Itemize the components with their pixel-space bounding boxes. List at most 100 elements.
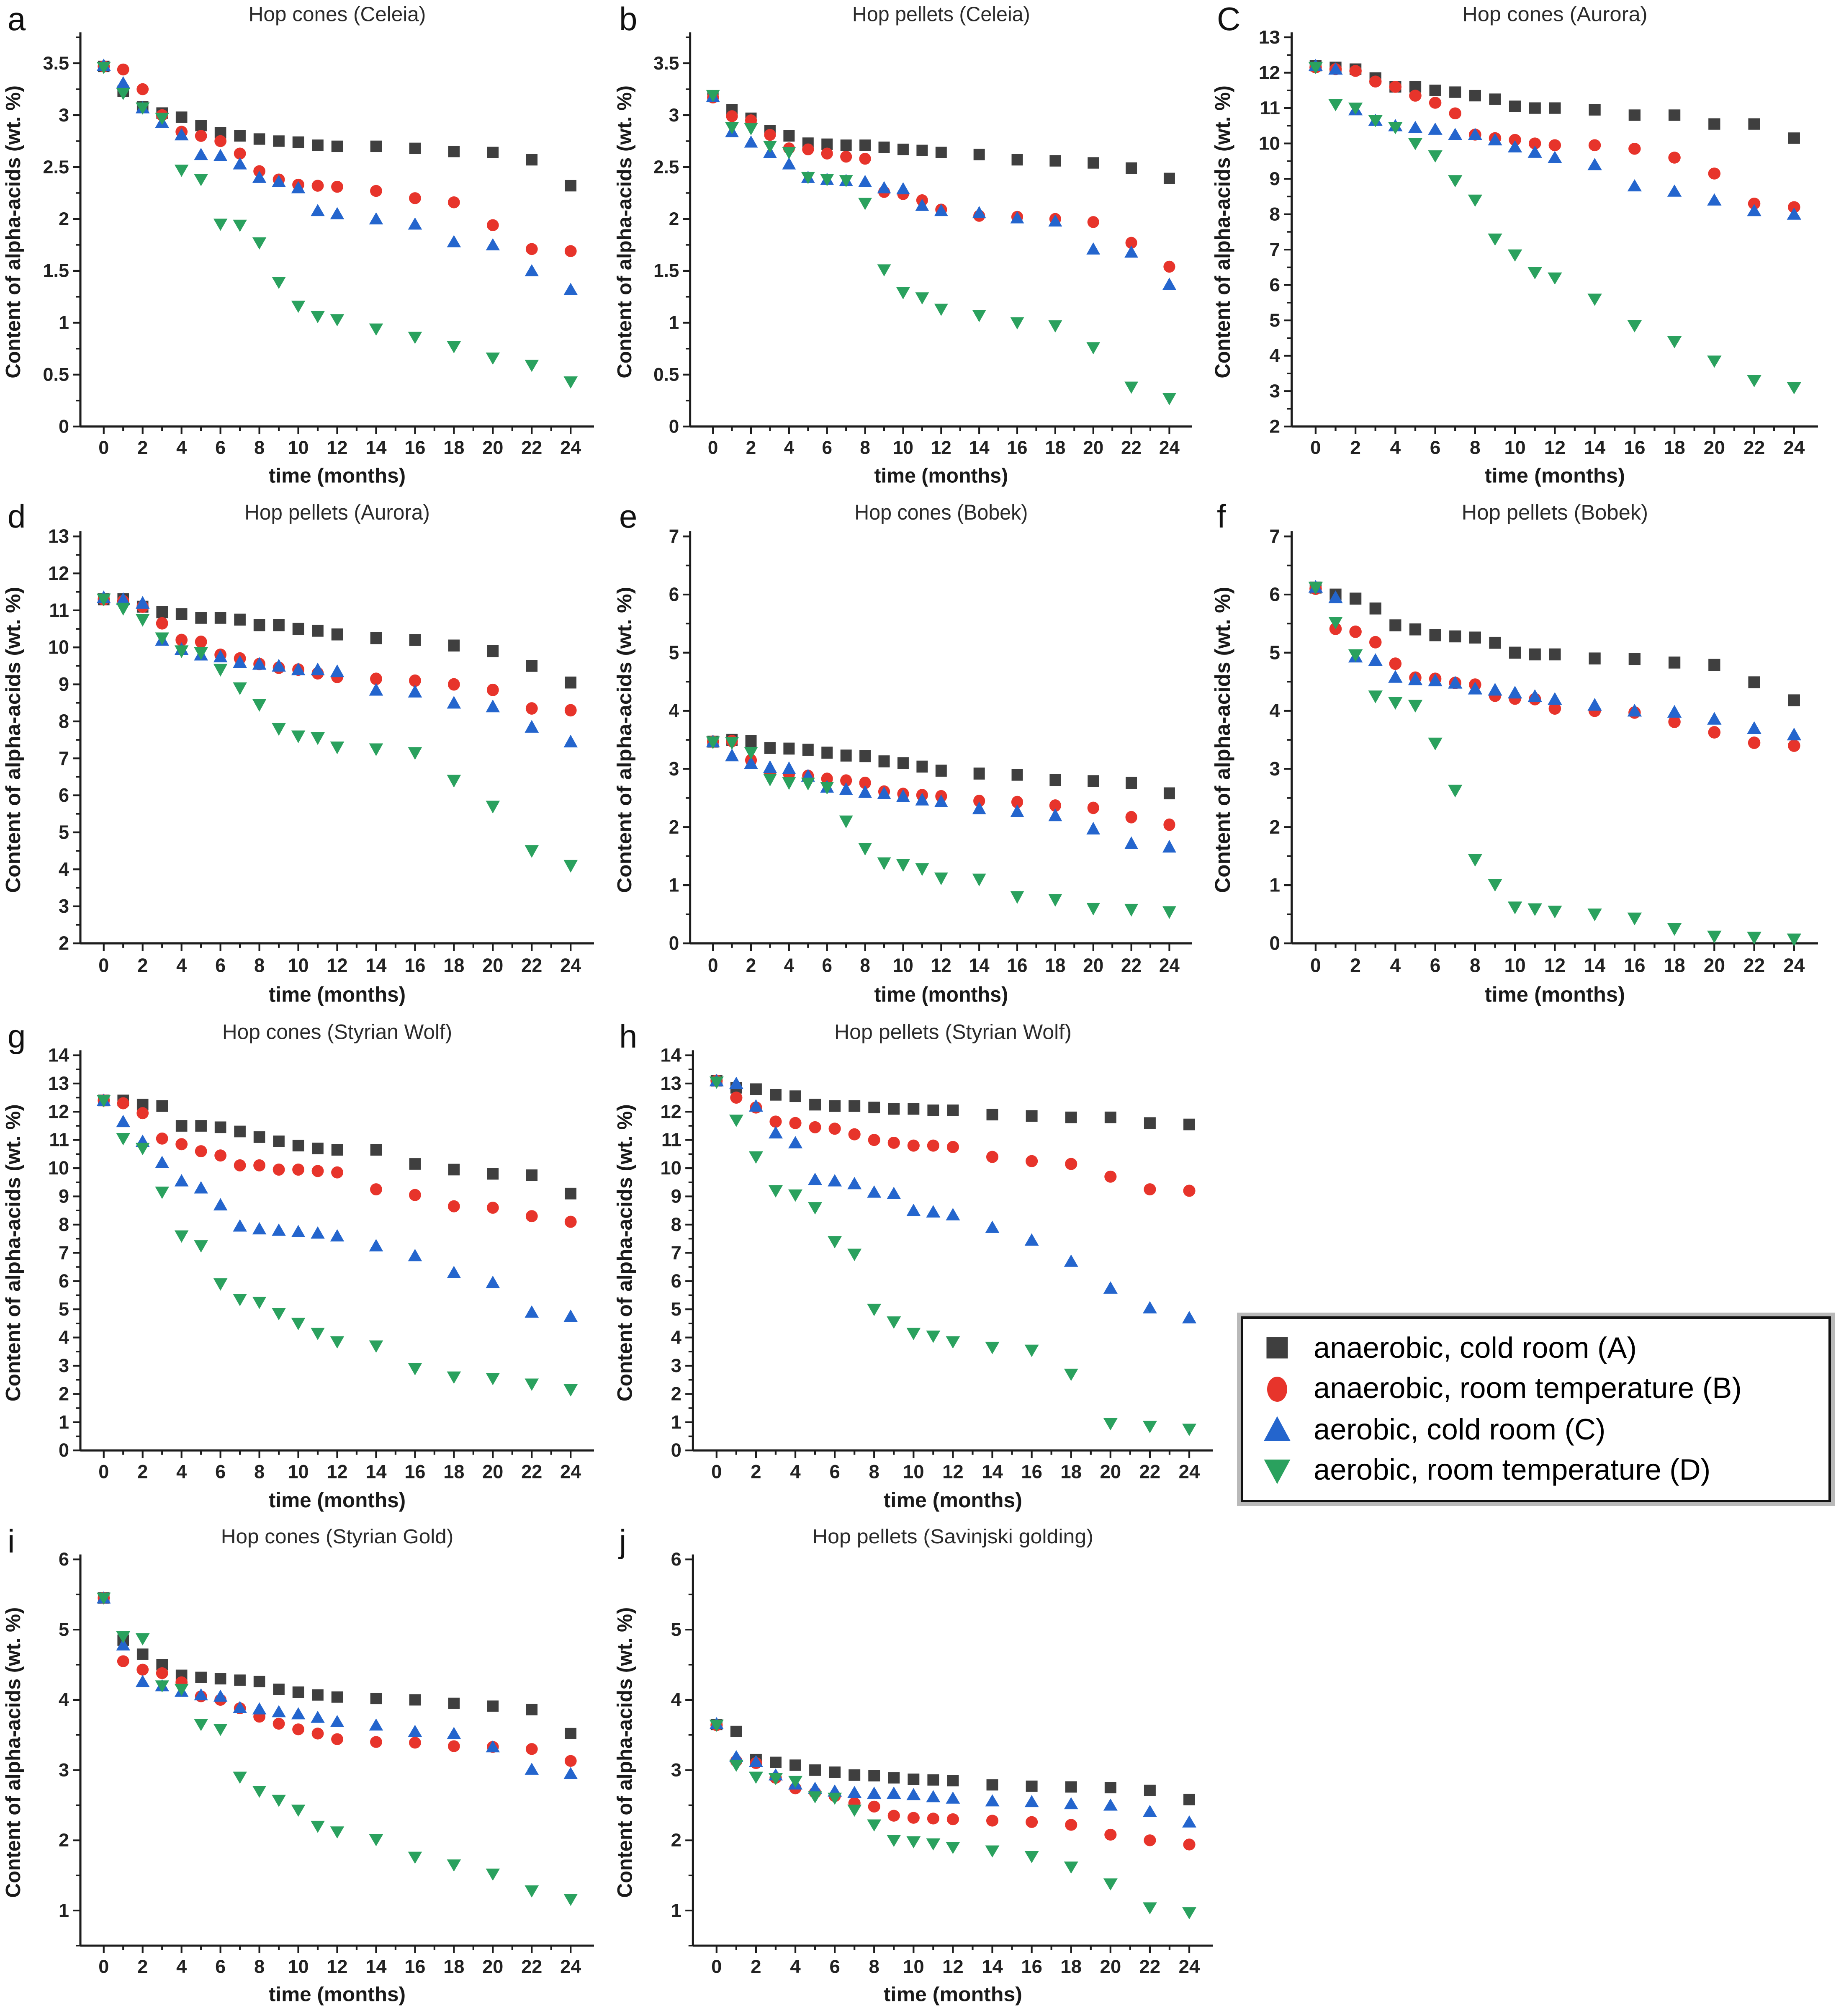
x-axis-label: time (months) (269, 1488, 406, 1512)
series-C (706, 90, 1176, 290)
series-B (707, 91, 1175, 273)
series-D (1308, 582, 1802, 947)
data-point (234, 613, 246, 626)
data-point (116, 602, 131, 616)
y-tick-label: 3.5 (43, 53, 69, 74)
x-tick-label: 24 (1159, 954, 1180, 976)
data-point (1104, 1782, 1116, 1794)
data-point (291, 1225, 306, 1238)
data-point (330, 1826, 345, 1839)
y-tick-label: 2 (1269, 816, 1280, 838)
series-B (1309, 582, 1800, 752)
data-point (1548, 151, 1562, 163)
data-point (563, 1894, 578, 1906)
data-point (1126, 777, 1137, 789)
data-point (1349, 592, 1362, 605)
legend-label: anaerobic, room temperature (B) (1314, 1372, 1742, 1405)
y-tick-label: 12 (48, 562, 69, 584)
data-point (1065, 1819, 1077, 1831)
data-point (1369, 602, 1381, 615)
data-point (330, 1229, 345, 1242)
data-point (370, 1144, 382, 1156)
data-point (985, 1845, 1000, 1858)
data-point (1328, 590, 1343, 603)
data-point (849, 1100, 861, 1112)
data-point (312, 625, 324, 637)
data-point (370, 185, 382, 197)
data-point (563, 1767, 578, 1779)
series-D (96, 593, 578, 873)
panel-d-chart: Hop pellets (Aurora)0 2 4 6 8 10 12 14 16 18 20 22 2… (1, 500, 594, 1007)
data-point (1667, 184, 1682, 197)
data-point (1627, 320, 1642, 332)
data-point (1747, 932, 1761, 945)
x-tick-label: 10 (288, 1461, 309, 1482)
data-point (292, 1163, 304, 1176)
series-A (1309, 582, 1800, 706)
data-point (878, 755, 890, 767)
data-point (946, 1813, 959, 1825)
data-point (525, 360, 539, 372)
data-point (1162, 906, 1176, 919)
series-C (709, 1074, 1197, 1323)
data-point (768, 1126, 783, 1139)
data-point (1708, 118, 1720, 130)
x-tick-label: 12 (327, 1957, 347, 1977)
data-point (915, 292, 929, 305)
data-point (897, 757, 909, 769)
data-point (252, 657, 267, 670)
y-tick-label: 10 (48, 1157, 69, 1179)
x-tick-label: 24 (560, 955, 581, 976)
y-tick-label: 4 (59, 858, 69, 880)
panel-g-chart: Hop cones (Styrian Wolf)0 2 4 6 8 10 12 14 16 18 2… (1, 1020, 594, 1512)
data-point (487, 1168, 499, 1180)
data-point (748, 1099, 763, 1112)
data-point (486, 683, 499, 696)
y-tick-label: 8 (59, 711, 69, 732)
data-point (1183, 1794, 1195, 1805)
data-point (272, 1308, 286, 1321)
data-point (312, 139, 324, 151)
data-point (195, 612, 207, 624)
chart-title: Hop pellets (Savinjski golding) (813, 1525, 1093, 1548)
data-point (1548, 272, 1562, 285)
data-point (1124, 381, 1139, 394)
data-point (1787, 727, 1802, 741)
data-point (1183, 1184, 1196, 1197)
x-tick-label: 14 (982, 1956, 1003, 1977)
y-tick-label: 6 (1269, 583, 1280, 605)
data-point (487, 1700, 499, 1712)
data-point (986, 1109, 998, 1120)
data-point (194, 1688, 208, 1701)
y-tick-label: 3 (669, 758, 679, 780)
y-axis-label: Content of alpha-acids (wt. %) (1211, 587, 1234, 893)
data-point (175, 1138, 188, 1151)
data-point (744, 135, 758, 148)
data-point (369, 1239, 383, 1251)
x-tick-label: 0 (711, 1461, 722, 1483)
series-B (710, 1074, 1196, 1197)
data-point (877, 264, 891, 277)
data-point (195, 1120, 207, 1132)
x-tick-label: 14 (365, 1461, 386, 1482)
data-point (563, 283, 578, 295)
data-point (1408, 700, 1423, 713)
data-point (311, 311, 325, 323)
data-point (927, 1139, 939, 1152)
data-point (369, 683, 383, 696)
data-point (292, 1140, 304, 1152)
data-point (1509, 100, 1521, 112)
y-tick-label: 3 (671, 1355, 681, 1376)
y-tick-label: 14 (660, 1045, 681, 1066)
x-tick-label: 18 (1664, 954, 1685, 976)
data-point (564, 1755, 577, 1767)
x-tick-label: 18 (443, 955, 464, 976)
data-point (135, 596, 150, 609)
data-point (986, 1815, 999, 1827)
y-tick-label: 13 (660, 1073, 681, 1094)
data-point (525, 264, 539, 276)
data-point (116, 88, 131, 100)
data-point (447, 196, 460, 209)
data-point (486, 801, 500, 814)
y-tick-label: 0 (59, 416, 69, 437)
